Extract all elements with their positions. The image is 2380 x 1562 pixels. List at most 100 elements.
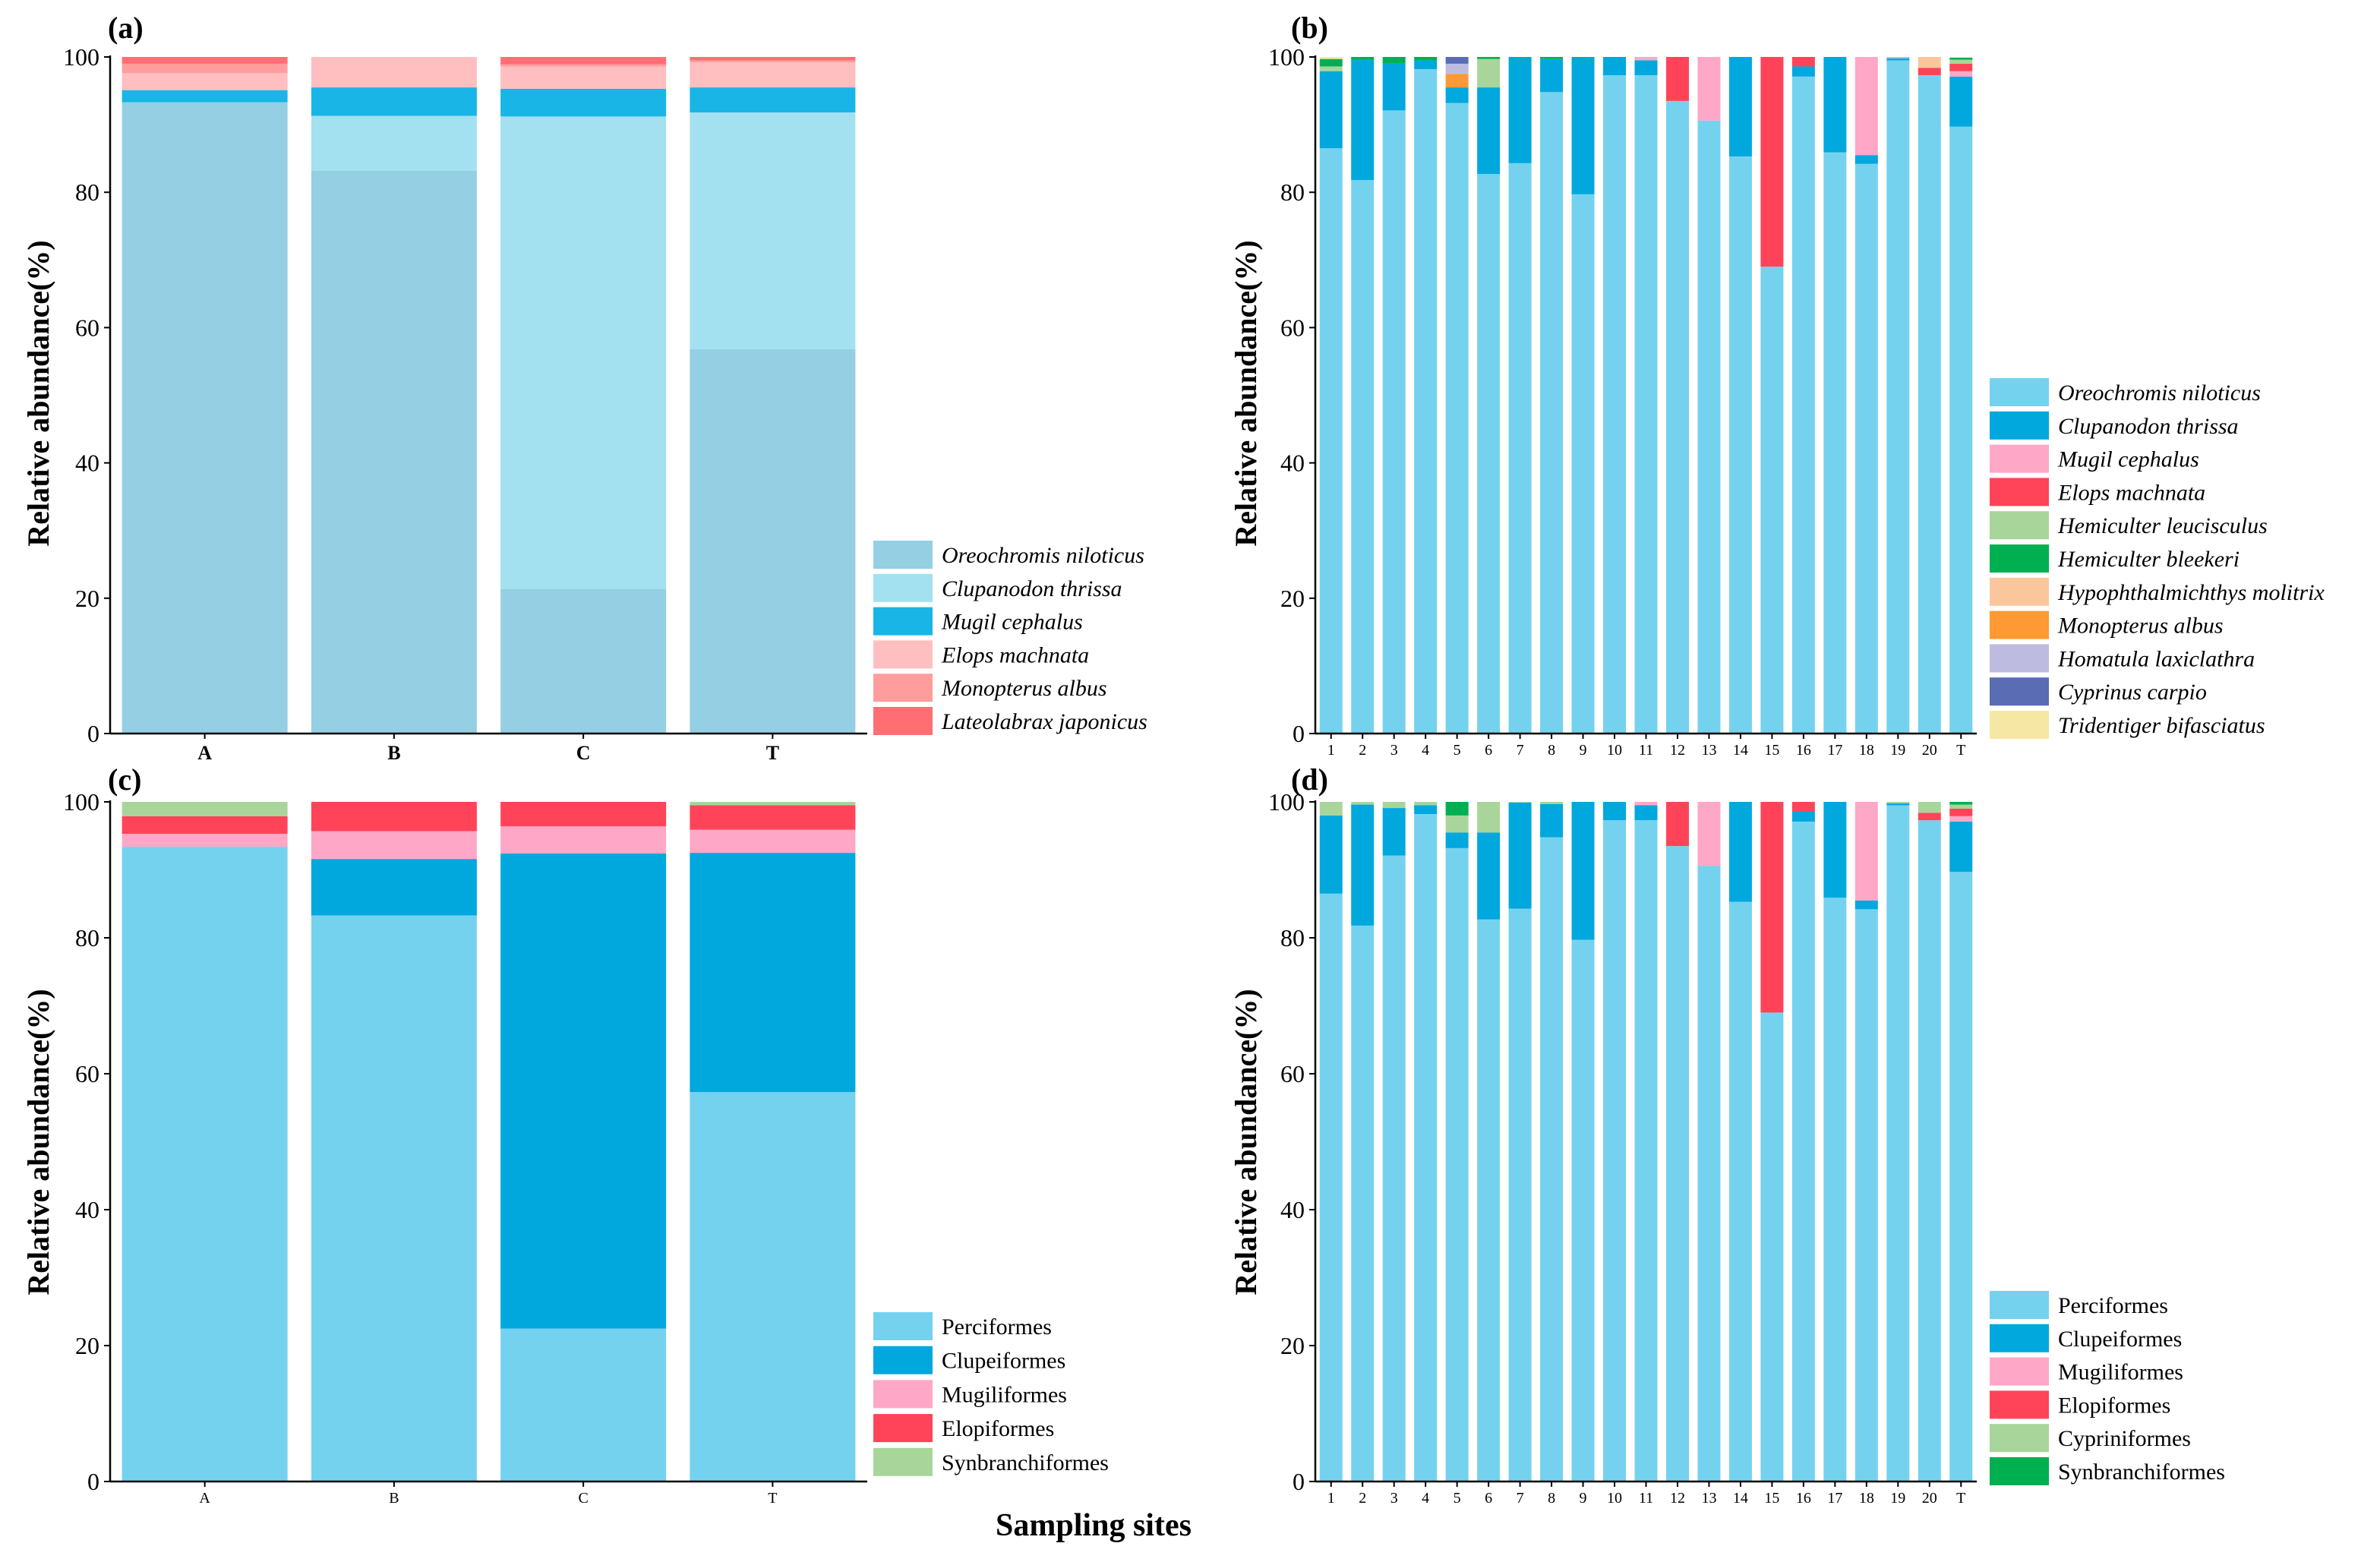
bar-segment-mugiliformes-t xyxy=(690,829,856,854)
bar-segment-oreochromis-niloticus-13 xyxy=(1697,120,1721,734)
bar-segment-clupanodon-thrissa-t xyxy=(1949,76,1973,127)
y-tick-label: 60 xyxy=(1280,1060,1305,1087)
x-tick-label: 12 xyxy=(1670,742,1685,759)
bar-segment-clupanodon-thrissa-9 xyxy=(1571,57,1595,194)
bar-segment-perciformes-9 xyxy=(1571,939,1595,1482)
bar-segment-elops-machnata-15 xyxy=(1760,57,1784,267)
legend-label-lateolabrax-japonicus: Lateolabrax japonicus xyxy=(941,709,1147,734)
bar-segment-oreochromis-niloticus-1 xyxy=(1319,148,1343,734)
x-tick-label: T xyxy=(1956,742,1965,759)
legend-swatch-elops-machnata xyxy=(873,640,933,669)
legend-label-cyprinus-carpio: Cyprinus carpio xyxy=(2058,680,2207,705)
bar-segment-hemiculter-leucisculus-t xyxy=(1949,59,1973,64)
bar-segment-clupanodon-thrissa-2 xyxy=(1351,59,1375,181)
bar-segment-cypriniformes-3 xyxy=(1382,802,1406,809)
x-tick-label: T xyxy=(768,1490,777,1507)
x-tick-label: 2 xyxy=(1359,742,1366,759)
x-tick-label: 4 xyxy=(1422,1490,1429,1507)
bar-segment-oreochromis-niloticus-18 xyxy=(1854,163,1878,734)
y-tick-label: 40 xyxy=(75,450,99,477)
legend: Oreochromis niloticus Clupanodon thrissa M… xyxy=(873,541,1147,735)
bar-segment-synbranchiformes-t xyxy=(690,802,856,806)
bar-segment-lateolabrax-japonicus-c xyxy=(500,57,667,65)
bar-segment-clupeiformes-t xyxy=(1949,821,1973,873)
bar-segment-perciformes-11 xyxy=(1634,820,1658,1482)
bar-segment-clupeiformes-c xyxy=(500,854,667,1329)
x-tick-label: 8 xyxy=(1548,1490,1555,1507)
bar-segment-elops-machnata-b xyxy=(311,57,477,88)
bars xyxy=(1319,802,1973,1482)
bar-segment-mugiliformes-c xyxy=(500,826,667,854)
x-tick-label: 3 xyxy=(1390,742,1398,759)
bar-segment-monopterus-albus-5 xyxy=(1445,74,1469,88)
bar-segment-clupanodon-thrissa-8 xyxy=(1540,58,1564,93)
bar-segment-clupeiformes-7 xyxy=(1508,802,1532,909)
bar-segment-clupanodon-thrissa-5 xyxy=(1445,87,1469,103)
x-tick-label: 9 xyxy=(1580,742,1587,759)
legend-label-synbranchiformes: Synbranchiformes xyxy=(942,1450,1109,1475)
bar-segment-cyprinus-carpio-5 xyxy=(1445,57,1469,64)
bar-segment-clupeiformes-18 xyxy=(1854,900,1878,910)
y-tick-label: 0 xyxy=(1293,1468,1305,1495)
legend-swatch-mugiliformes xyxy=(873,1380,933,1409)
y-tick-label: 40 xyxy=(75,1196,99,1223)
x-tick-label: 16 xyxy=(1796,742,1811,759)
bar-segment-oreochromis-niloticus-7 xyxy=(1508,163,1532,734)
x-tick-label: A xyxy=(199,1490,210,1507)
panel-label: (a) xyxy=(108,11,144,45)
bar-segment-clupanodon-thrissa-11 xyxy=(1634,60,1658,76)
x-tick-label: 18 xyxy=(1859,742,1874,759)
bar-segment-elopiformes-16 xyxy=(1791,802,1815,812)
bar-segment-clupanodon-thrissa-16 xyxy=(1791,66,1815,77)
bar-segment-clupanodon-thrissa-17 xyxy=(1823,57,1847,153)
y-tick-label: 0 xyxy=(87,1468,99,1495)
axes: 0 20 40 60 80 100 A B C T xyxy=(63,788,867,1507)
bar-segment-hemiculter-bleekeri-8 xyxy=(1540,57,1564,59)
bar-segment-clupanodon-thrissa-3 xyxy=(1382,63,1406,111)
bar-segment-clupeiformes-10 xyxy=(1603,802,1627,821)
bar-segment-perciformes-a xyxy=(122,847,288,1482)
legend-label-mugil-cephalus: Mugil cephalus xyxy=(941,610,1083,635)
legend-swatch-mugil-cephalus xyxy=(1990,444,2049,473)
x-tick-label: 10 xyxy=(1607,1490,1622,1507)
bar-segment-oreochromis-niloticus-6 xyxy=(1477,174,1501,734)
y-tick-label: 20 xyxy=(75,585,99,612)
legend-swatch-cypriniformes xyxy=(1990,1424,2049,1453)
y-tick-label: 20 xyxy=(1280,585,1305,612)
bar-segment-perciformes-18 xyxy=(1854,909,1878,1482)
legend-swatch-mugiliformes xyxy=(1990,1357,2049,1386)
bar-segment-perciformes-1 xyxy=(1319,893,1343,1482)
x-tick-label: 13 xyxy=(1701,742,1716,759)
bar-segment-clupanodon-thrissa-10 xyxy=(1603,57,1627,76)
x-tick-label: 3 xyxy=(1390,1490,1398,1507)
bar-segment-oreochromis-niloticus-9 xyxy=(1571,194,1595,734)
bar-segment-oreochromis-niloticus-20 xyxy=(1918,75,1941,734)
bar-segment-clupeiformes-8 xyxy=(1540,803,1564,838)
bar-segment-monopterus-albus-a xyxy=(122,63,288,74)
bar-segment-mugil-cephalus-a xyxy=(122,90,288,103)
bar-segment-synbranchiformes-5 xyxy=(1445,802,1469,816)
bar-segment-perciformes-3 xyxy=(1382,855,1406,1482)
bars xyxy=(1319,57,1973,734)
bar-segment-hemiculter-bleekeri-4 xyxy=(1414,57,1438,61)
bar-segment-mugiliformes-a xyxy=(122,834,288,847)
bar-segment-perciformes-15 xyxy=(1760,1012,1784,1482)
bar-segment-elopiformes-t xyxy=(690,805,856,830)
x-tick-label: 13 xyxy=(1701,1490,1716,1507)
legend-swatch-hypophthalmichthys-molitrix xyxy=(1990,577,2049,606)
x-tick-label: 10 xyxy=(1607,742,1622,759)
legend-swatch-oreochromis-niloticus xyxy=(1990,378,2049,406)
y-tick-label: 80 xyxy=(75,178,99,206)
legend: Perciformes Clupeiformes Mugiliformes Elopi… xyxy=(873,1312,1109,1476)
x-tick-label: 6 xyxy=(1485,1490,1492,1507)
bar-segment-hemiculter-bleekeri-7 xyxy=(1508,57,1532,58)
legend-label-mugiliformes: Mugiliformes xyxy=(2058,1360,2183,1385)
bar-segment-oreochromis-niloticus-4 xyxy=(1414,69,1438,734)
bar-segment-perciformes-b xyxy=(311,915,477,1482)
bar-segment-elopiformes-a xyxy=(122,816,288,835)
legend-label-synbranchiformes: Synbranchiformes xyxy=(2058,1459,2225,1485)
y-axis-label: Relative abundance(%) xyxy=(21,240,55,546)
legend-swatch-lateolabrax-japonicus xyxy=(873,707,933,735)
